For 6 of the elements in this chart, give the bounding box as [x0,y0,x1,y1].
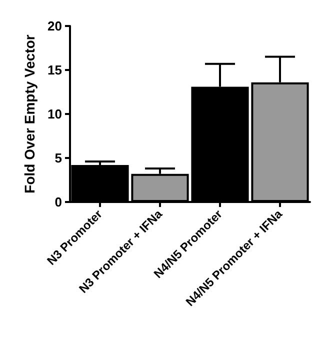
y-tick-label: 10 [48,106,62,122]
y-tick-label: 15 [48,62,62,78]
y-tick-label: 20 [48,18,62,34]
y-tick-label: 0 [54,194,62,210]
y-axis-title: Fold Over Empty Vector [22,34,38,194]
y-tick-label: 5 [54,150,62,166]
